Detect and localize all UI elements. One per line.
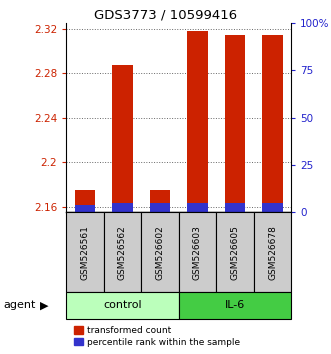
Bar xyxy=(262,35,283,212)
Text: control: control xyxy=(103,300,142,310)
Text: GSM526605: GSM526605 xyxy=(230,225,240,280)
Text: ▶: ▶ xyxy=(40,300,49,310)
Text: GSM526562: GSM526562 xyxy=(118,225,127,280)
Bar xyxy=(75,205,95,212)
Bar xyxy=(254,212,291,292)
Bar xyxy=(187,204,208,212)
Text: GDS3773 / 10599416: GDS3773 / 10599416 xyxy=(94,9,237,22)
Text: GSM526678: GSM526678 xyxy=(268,225,277,280)
Bar xyxy=(75,190,95,212)
Bar xyxy=(66,212,104,292)
Bar xyxy=(112,204,133,212)
Bar xyxy=(179,292,291,319)
Legend: transformed count, percentile rank within the sample: transformed count, percentile rank withi… xyxy=(71,322,244,350)
Bar xyxy=(141,212,179,292)
Text: GSM526602: GSM526602 xyxy=(156,225,165,280)
Bar xyxy=(150,190,170,212)
Bar xyxy=(179,212,216,292)
Text: IL-6: IL-6 xyxy=(225,300,245,310)
Text: agent: agent xyxy=(3,300,36,310)
Bar xyxy=(216,212,254,292)
Text: GSM526603: GSM526603 xyxy=(193,225,202,280)
Bar xyxy=(262,204,283,212)
Text: GSM526561: GSM526561 xyxy=(80,225,89,280)
Bar xyxy=(225,204,245,212)
Bar xyxy=(104,212,141,292)
Bar xyxy=(112,65,133,212)
Bar xyxy=(66,292,179,319)
Bar xyxy=(187,31,208,212)
Bar xyxy=(150,204,170,212)
Bar xyxy=(225,35,245,212)
